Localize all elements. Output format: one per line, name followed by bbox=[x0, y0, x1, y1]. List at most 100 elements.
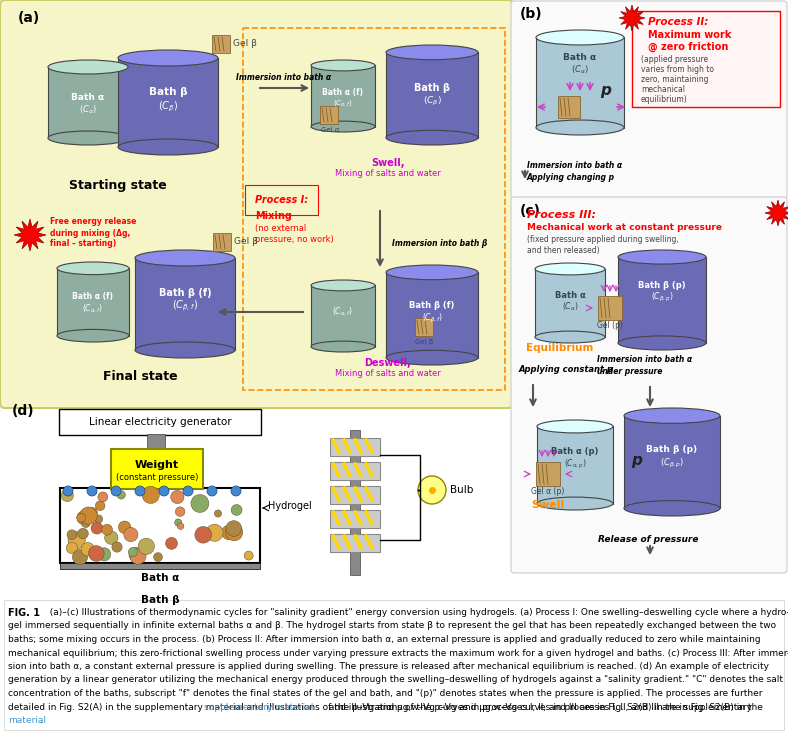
Text: Weight: Weight bbox=[135, 460, 179, 470]
Polygon shape bbox=[535, 269, 605, 337]
Ellipse shape bbox=[48, 60, 128, 74]
FancyBboxPatch shape bbox=[59, 409, 261, 435]
Text: Immersion into bath α: Immersion into bath α bbox=[236, 73, 332, 83]
Text: Immersion into bath α: Immersion into bath α bbox=[597, 356, 692, 365]
Text: Process III:: Process III: bbox=[527, 210, 596, 220]
Text: varies from high to: varies from high to bbox=[641, 64, 714, 73]
Text: Gel β: Gel β bbox=[414, 339, 433, 345]
Circle shape bbox=[95, 515, 102, 523]
Text: baths; some mixing occurs in the process. (b) Process II: After immersion into b: baths; some mixing occurs in the process… bbox=[8, 635, 760, 644]
Ellipse shape bbox=[386, 265, 478, 280]
Text: Gel α: Gel α bbox=[321, 127, 340, 133]
Circle shape bbox=[129, 548, 143, 562]
Circle shape bbox=[91, 522, 103, 534]
Text: $(C_{α,f})$: $(C_{α,f})$ bbox=[333, 98, 353, 108]
Circle shape bbox=[175, 519, 182, 526]
Ellipse shape bbox=[537, 420, 613, 433]
Circle shape bbox=[214, 510, 221, 517]
Text: $(C_{β,f})$: $(C_{β,f})$ bbox=[172, 299, 198, 313]
Polygon shape bbox=[386, 53, 478, 138]
Circle shape bbox=[98, 548, 111, 561]
Circle shape bbox=[78, 529, 88, 539]
Text: and illustrations of the p–Vg and μg,w–Vg curves in processes I, II, and III are: and illustrations of the p–Vg and μg,w–V… bbox=[326, 703, 766, 712]
FancyBboxPatch shape bbox=[0, 0, 513, 408]
Circle shape bbox=[194, 496, 205, 507]
Circle shape bbox=[67, 530, 76, 539]
Bar bbox=[243, 28, 505, 390]
Circle shape bbox=[244, 551, 253, 560]
Text: Bath α (f): Bath α (f) bbox=[72, 293, 113, 302]
Polygon shape bbox=[135, 258, 235, 350]
Ellipse shape bbox=[536, 120, 624, 135]
Text: mechanical equilibrium; this zero-frictional swelling process under varying pres: mechanical equilibrium; this zero-fricti… bbox=[8, 649, 788, 657]
Text: Starting state: Starting state bbox=[69, 179, 167, 192]
Ellipse shape bbox=[386, 130, 478, 145]
Circle shape bbox=[418, 476, 446, 504]
Text: $(C_{α,f})$: $(C_{α,f})$ bbox=[83, 303, 103, 315]
Text: (a)–(c) Illustrations of thermodynamic cycles for "salinity gradient" energy con: (a)–(c) Illustrations of thermodynamic c… bbox=[44, 608, 788, 617]
Bar bbox=[147, 434, 165, 489]
Text: concentration of the baths, subscript "f" denotes the final states of the gel an: concentration of the baths, subscript "f… bbox=[8, 689, 763, 698]
Text: $(C_{β,p})$: $(C_{β,p})$ bbox=[660, 457, 684, 469]
Text: final – starting): final – starting) bbox=[50, 239, 117, 248]
Text: Gel β: Gel β bbox=[234, 237, 258, 247]
Text: $(C_{α,p})$: $(C_{α,p})$ bbox=[563, 458, 586, 471]
Text: under pressure: under pressure bbox=[597, 367, 663, 376]
Text: during mixing (Δg,: during mixing (Δg, bbox=[50, 228, 130, 237]
Ellipse shape bbox=[135, 250, 235, 266]
Text: Process II:: Process II: bbox=[648, 17, 708, 27]
Text: Maximum work: Maximum work bbox=[648, 30, 731, 40]
Circle shape bbox=[77, 511, 91, 525]
Circle shape bbox=[231, 486, 241, 496]
Circle shape bbox=[195, 526, 211, 543]
Polygon shape bbox=[624, 416, 720, 508]
Ellipse shape bbox=[118, 139, 218, 155]
Text: Applying changing p: Applying changing p bbox=[527, 173, 615, 182]
Text: generation by a linear generator utilizing the mechanical energy produced throug: generation by a linear generator utilizi… bbox=[8, 676, 783, 684]
Ellipse shape bbox=[618, 336, 706, 350]
Circle shape bbox=[118, 521, 131, 534]
Circle shape bbox=[111, 486, 121, 496]
Circle shape bbox=[130, 548, 146, 564]
Circle shape bbox=[112, 542, 122, 552]
FancyBboxPatch shape bbox=[632, 11, 780, 107]
Text: $(C_α)$: $(C_α)$ bbox=[562, 301, 578, 313]
Bar bbox=[350, 430, 360, 575]
Polygon shape bbox=[311, 285, 375, 346]
FancyBboxPatch shape bbox=[320, 106, 338, 124]
Circle shape bbox=[142, 486, 159, 504]
Text: Bath β: Bath β bbox=[149, 87, 188, 97]
Text: Gel (p): Gel (p) bbox=[597, 321, 623, 329]
Circle shape bbox=[105, 531, 118, 545]
Polygon shape bbox=[618, 257, 706, 343]
Text: Swell: Swell bbox=[531, 500, 565, 510]
FancyBboxPatch shape bbox=[111, 449, 203, 489]
Text: Bath α: Bath α bbox=[563, 53, 597, 62]
Circle shape bbox=[61, 489, 73, 501]
Text: (constant pressure): (constant pressure) bbox=[116, 474, 199, 482]
FancyBboxPatch shape bbox=[330, 438, 380, 456]
Circle shape bbox=[154, 553, 162, 561]
Text: (a): (a) bbox=[18, 11, 40, 25]
Text: (c): (c) bbox=[520, 204, 541, 218]
Ellipse shape bbox=[618, 250, 706, 264]
Ellipse shape bbox=[311, 121, 375, 132]
Circle shape bbox=[171, 490, 184, 504]
Bar bbox=[4, 600, 784, 730]
Text: Bath α: Bath α bbox=[72, 94, 105, 102]
Text: Mixing of salts and water: Mixing of salts and water bbox=[335, 170, 440, 179]
Text: $(C_β)$: $(C_β)$ bbox=[422, 94, 441, 108]
Text: p: p bbox=[631, 452, 642, 468]
Ellipse shape bbox=[57, 329, 129, 342]
Text: sion into bath α, a constant external pressure is applied during swelling. The p: sion into bath α, a constant external pr… bbox=[8, 662, 769, 671]
Circle shape bbox=[128, 548, 138, 556]
Text: .: . bbox=[40, 716, 43, 725]
Circle shape bbox=[221, 526, 236, 539]
Ellipse shape bbox=[624, 408, 720, 423]
Circle shape bbox=[124, 528, 138, 542]
Circle shape bbox=[165, 537, 177, 549]
Circle shape bbox=[98, 492, 108, 502]
Ellipse shape bbox=[536, 30, 624, 45]
Text: Bath β (p): Bath β (p) bbox=[646, 446, 697, 455]
Text: equilibrium): equilibrium) bbox=[641, 94, 688, 103]
